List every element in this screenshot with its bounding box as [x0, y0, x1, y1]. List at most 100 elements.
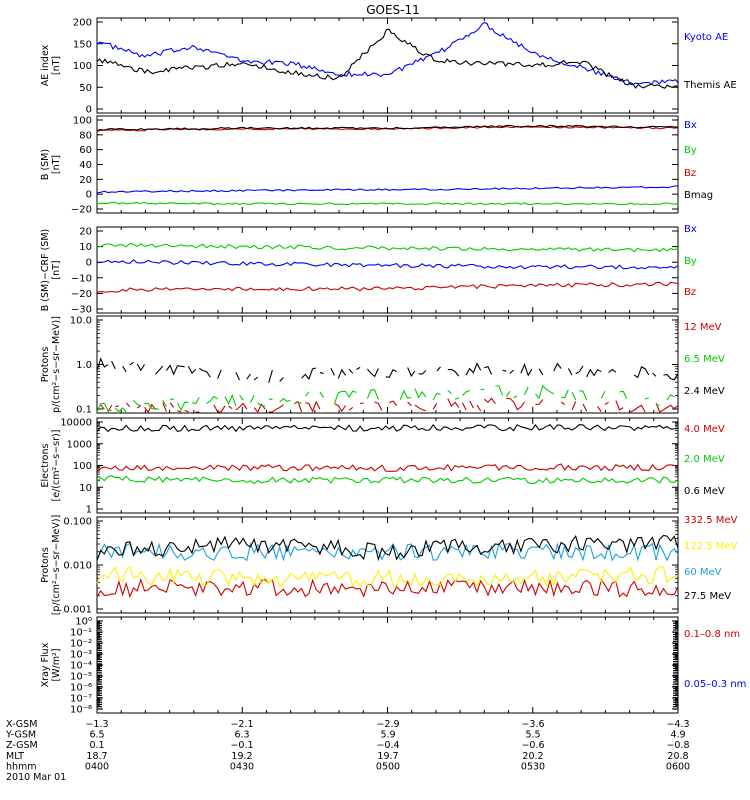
y-tick-label: −10: [71, 273, 92, 284]
panel-ylabel: B (SM)−CRF (SM): [40, 229, 51, 312]
y-tick-label: 0.010: [63, 561, 92, 572]
panel-ylabel: B (SM): [40, 149, 51, 180]
panel-frame: [96, 226, 679, 314]
y-tick-label: −20: [71, 289, 92, 300]
x-axis-value: −4.3: [666, 719, 689, 730]
panel-frame: [96, 417, 679, 514]
series-line-bz: [96, 281, 679, 293]
legend-entry: By: [684, 256, 697, 267]
y-tick-label: 1: [86, 505, 92, 516]
x-axis-value: 6.5: [89, 730, 104, 741]
legend-entry: 4.0 MeV: [684, 424, 725, 435]
panel-ylabel: Xray Flux: [40, 642, 51, 687]
x-axis-value: 5.5: [525, 730, 540, 741]
legend-entry: Themis AE: [683, 80, 737, 91]
y-tick-label: 10⁻³: [70, 650, 92, 661]
series-line-by: [96, 201, 679, 206]
panel-ylabel: Electrons: [40, 443, 51, 487]
y-tick-label: 10000: [60, 418, 92, 429]
x-axis-date: 2010 Mar 01: [6, 772, 66, 783]
plot-title: GOES-11: [366, 3, 420, 17]
series-line-60-mev: [96, 541, 679, 562]
legend-entry: By: [684, 145, 697, 156]
y-tick-label: 0: [86, 190, 92, 201]
legend-entry: 2.0 MeV: [684, 454, 725, 465]
series-line-27-5-mev: [96, 534, 679, 562]
x-axis-value: −3.6: [521, 719, 544, 730]
x-axis-value: 0400: [85, 761, 109, 772]
x-axis-value: 20.2: [522, 751, 543, 762]
x-axis-value: −1.3: [85, 719, 108, 730]
y-tick-label: 0.100: [63, 517, 92, 528]
y-tick-label: 200: [73, 18, 92, 29]
y-tick-label: 0: [86, 258, 92, 269]
x-axis-row-label: X-GSM: [6, 719, 37, 730]
x-axis-value: 20.8: [667, 751, 688, 762]
panel-frame: [96, 115, 679, 214]
y-tick-label: 80: [79, 130, 92, 141]
series-line-4-0-mev: [96, 463, 679, 473]
x-axis-value: −2.1: [230, 719, 253, 730]
panel-ylabel: [p/(cm²−s−sr−MeV)]: [51, 515, 62, 616]
y-tick-label: 10⁻²: [70, 639, 92, 650]
y-tick-label: 0.001: [63, 605, 92, 616]
panel-2: B (SM) [nT] 100 80 60 40 20 0 −20 Bx By Bz Bmag: [40, 115, 713, 216]
legend-entry: 27.5 MeV: [684, 591, 731, 602]
y-tick-label: 20: [79, 227, 92, 238]
x-axis-value: 4.9: [670, 730, 685, 741]
legend-entry: Bx: [684, 120, 697, 131]
panel-ylabel: [W/m²]: [51, 648, 62, 681]
x-axis-value: 0600: [666, 761, 690, 772]
x-axis-value: −0.1: [230, 740, 253, 751]
panel-ylabel: Protons: [40, 347, 51, 383]
y-tick-label: 1.0: [76, 360, 92, 371]
series-line-122-5-mev: [96, 565, 679, 588]
legend-entry: 60 MeV: [684, 567, 722, 578]
x-axis-value: 0430: [230, 761, 254, 772]
y-tick-label: 10: [79, 483, 92, 494]
legend-entry: 332.5 MeV: [684, 515, 738, 526]
x-axis-value: 0.1: [89, 740, 104, 751]
y-tick-label: 10⁰: [75, 617, 92, 628]
y-tick-label: −30: [71, 305, 92, 316]
x-axis-row-label: MLT: [6, 751, 24, 762]
y-tick-label: 10⁻¹: [70, 628, 92, 639]
panel-frame: [96, 315, 679, 414]
legend-entry: 0.05–0.3 nm: [684, 679, 746, 690]
panel-1: AE index [nT] 200 150 100 50 0 Kyoto AE Themis A…: [40, 17, 737, 116]
legend-entry: Bx: [684, 224, 697, 235]
legend-entry: Bz: [684, 287, 696, 298]
y-tick-label: 10.0: [70, 316, 92, 327]
legend-entry: 122.5 MeV: [684, 541, 738, 552]
x-axis-value: 18.7: [86, 751, 107, 762]
series-line-0-6-mev: [96, 423, 679, 433]
panel-ylabel: AE index: [40, 44, 51, 86]
y-tick-label: 10⁻⁷: [70, 694, 92, 705]
x-axis-value: 0530: [521, 761, 545, 772]
series-line-2-0-mev: [96, 475, 679, 485]
series-line-12-mev: [100, 397, 679, 414]
y-tick-label: 1000: [67, 439, 92, 450]
panel-ylabel: p/(cm²−s−sr−MeV)]: [51, 316, 62, 413]
panel-5: Electrons [e/(cm²−s−sr)]10000 1000 100 10 1 4.…: [40, 417, 725, 516]
series-line-bx: [96, 259, 679, 270]
x-axis-row-label: hhmm: [6, 761, 37, 772]
x-axis-value: 19.7: [377, 751, 398, 762]
panel-frame: [96, 516, 679, 614]
x-axis-row-label: Y-GSM: [5, 730, 36, 741]
panel-ylabel: [nT]: [51, 260, 62, 279]
y-tick-label: −20: [71, 205, 92, 216]
y-tick-label: 100: [73, 61, 92, 72]
legend-entry: Bmag: [684, 190, 713, 201]
x-axis-value: −2.9: [376, 719, 399, 730]
series-line-bmag: [96, 124, 679, 132]
y-tick-label: 0.1: [76, 405, 92, 416]
y-tick-label: 10⁻⁴: [70, 661, 92, 672]
legend-entry: 0.6 MeV: [684, 486, 725, 497]
panel-6: Protons [p/(cm²−s−sr−MeV)] 0.100 0.010 0.001…: [40, 515, 738, 616]
x-axis-table: X-GSM −1.3 −2.1 −2.9 −3.6 −4.3 Y-GSM 6.5 6.3 5.9 5…: [5, 719, 690, 783]
panel-7: Xray Flux [W/m²]10⁰10⁻¹10⁻²10⁻³10⁻⁴10⁻⁵10…: [40, 616, 746, 716]
y-tick-label: 10⁻⁸: [70, 705, 92, 716]
series-line-2-4-mev: [96, 357, 679, 383]
